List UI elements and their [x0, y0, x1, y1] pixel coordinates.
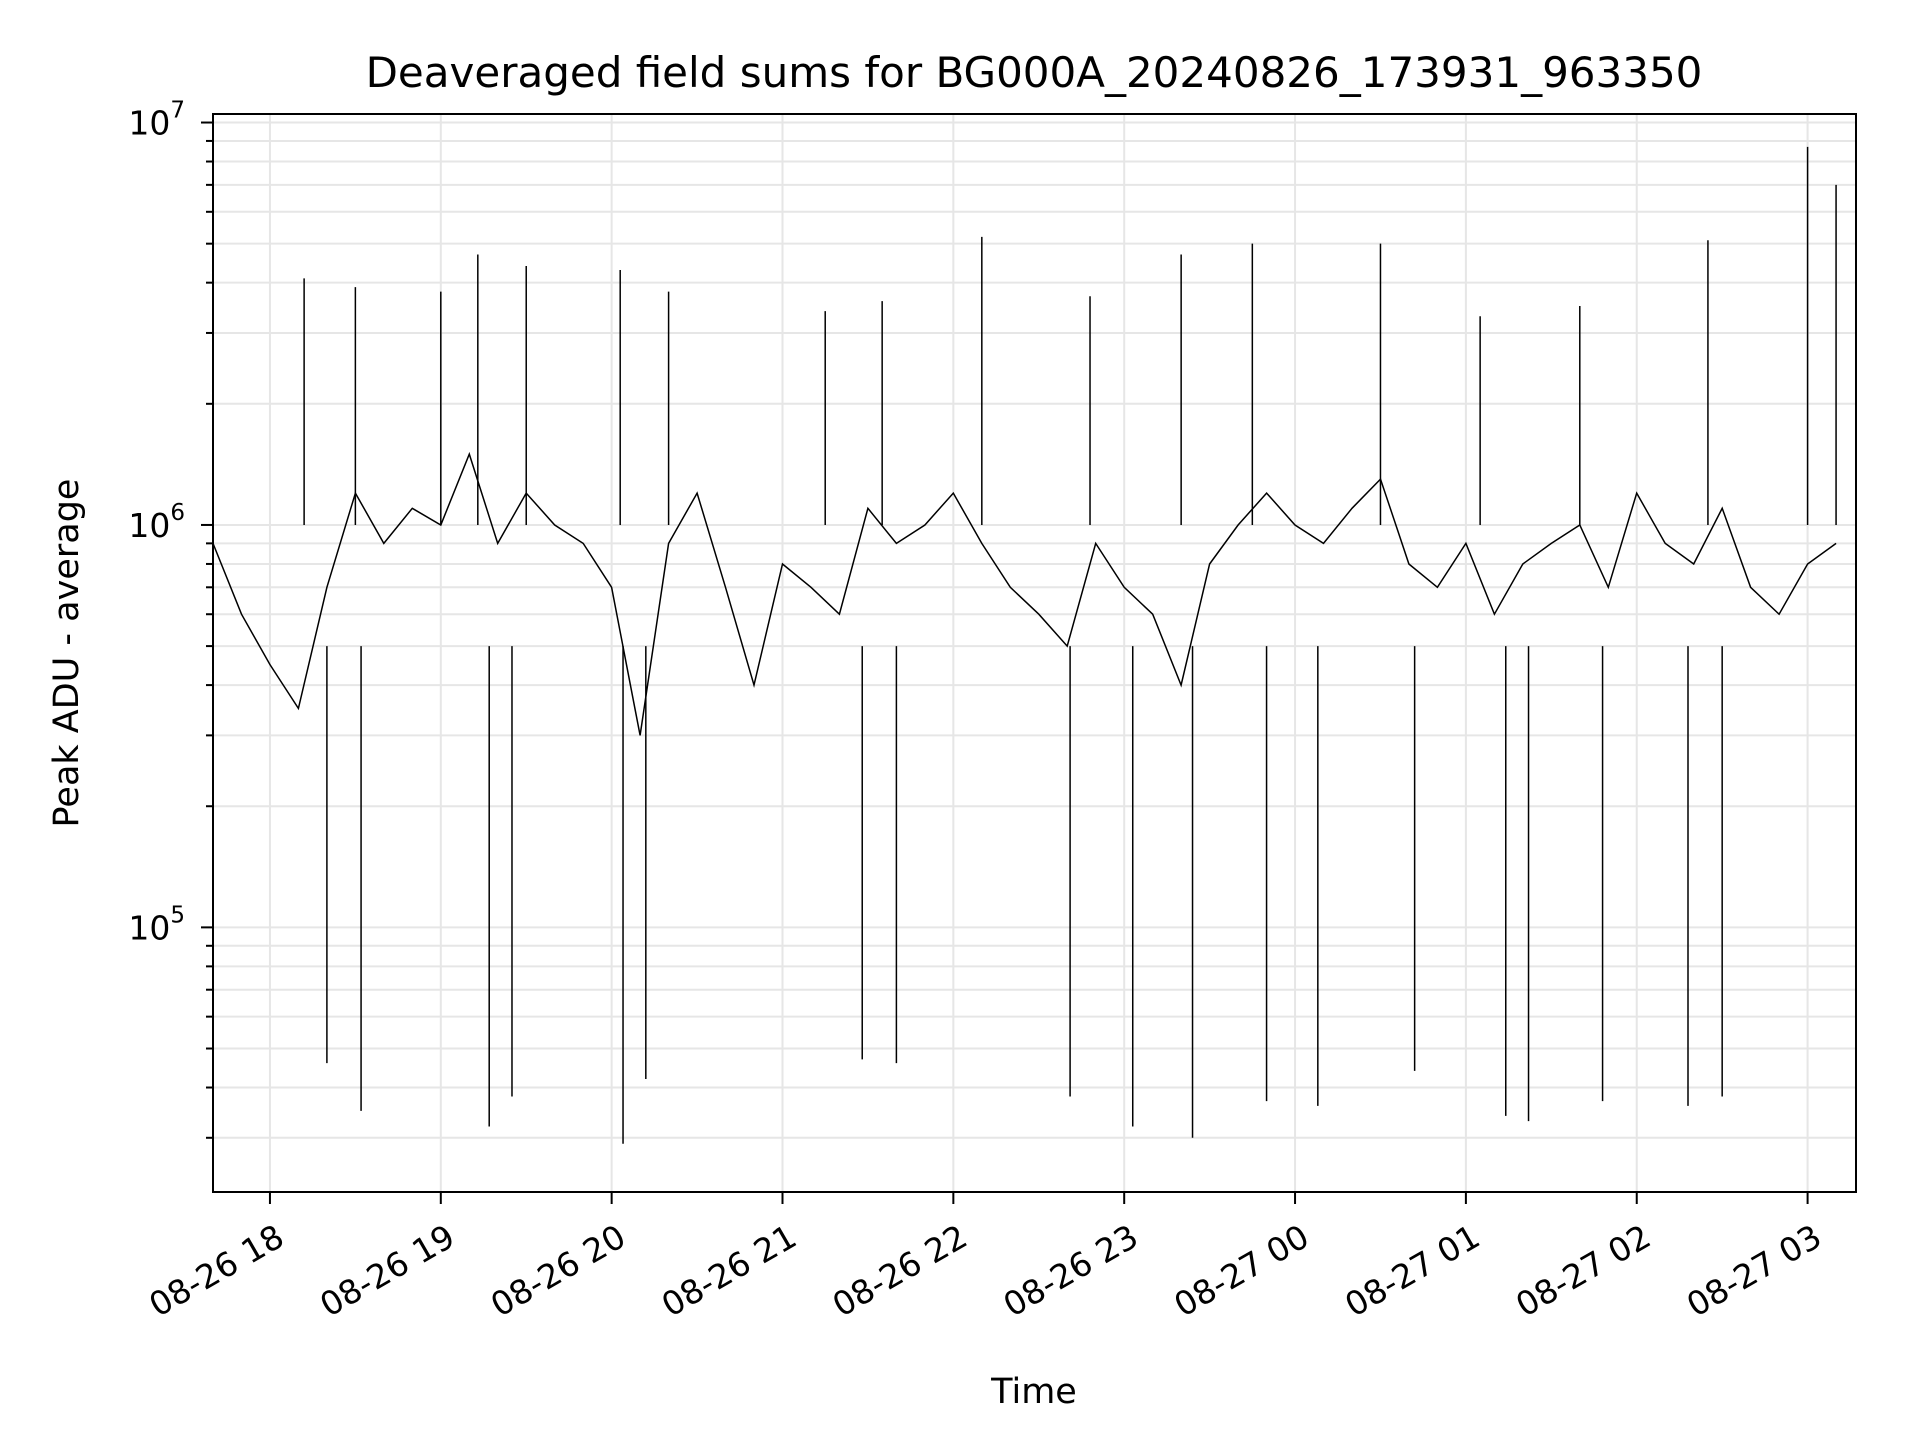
y-tick-label-base: 10	[128, 506, 170, 545]
x-axis-label: Time	[990, 1372, 1077, 1412]
x-tick-label: 08-27 01	[1338, 1217, 1486, 1325]
x-tick-label: 08-26 21	[655, 1217, 803, 1325]
x-tick-label: 08-26 18	[142, 1217, 290, 1325]
y-tick-label-base: 10	[128, 104, 170, 143]
ticks: 08-26 18 08-26 19 08-26 20 08-26 21 08-26 22…	[128, 98, 1828, 1325]
x-tick-label: 08-26 23	[997, 1217, 1145, 1325]
x-tick-label: 08-26 19	[313, 1217, 461, 1325]
grid	[213, 114, 1856, 1192]
x-tick-label: 08-26 20	[484, 1217, 632, 1325]
y-tick-label: 105	[128, 902, 185, 947]
y-tick-label-exponent: 7	[170, 98, 185, 124]
y-tick-label-base: 10	[128, 908, 170, 947]
x-tick-label: 08-27 02	[1509, 1217, 1657, 1325]
x-tick-label: 08-27 00	[1167, 1217, 1315, 1325]
y-tick-label: 106	[128, 500, 185, 545]
series-line	[212, 451, 1837, 736]
y-tick-label-exponent: 5	[170, 902, 185, 928]
plot-frame	[212, 113, 1857, 1193]
x-tick-label: 08-26 22	[826, 1217, 974, 1325]
y-axis-label: Peak ADU - average	[47, 479, 87, 828]
y-tick-label: 107	[128, 98, 185, 143]
y-tick-label-exponent: 6	[170, 500, 185, 526]
series-group	[212, 146, 1837, 1144]
x-tick-label: 08-27 03	[1680, 1217, 1828, 1325]
chart-title: Deaveraged field sums for BG000A_2024082…	[366, 48, 1703, 97]
